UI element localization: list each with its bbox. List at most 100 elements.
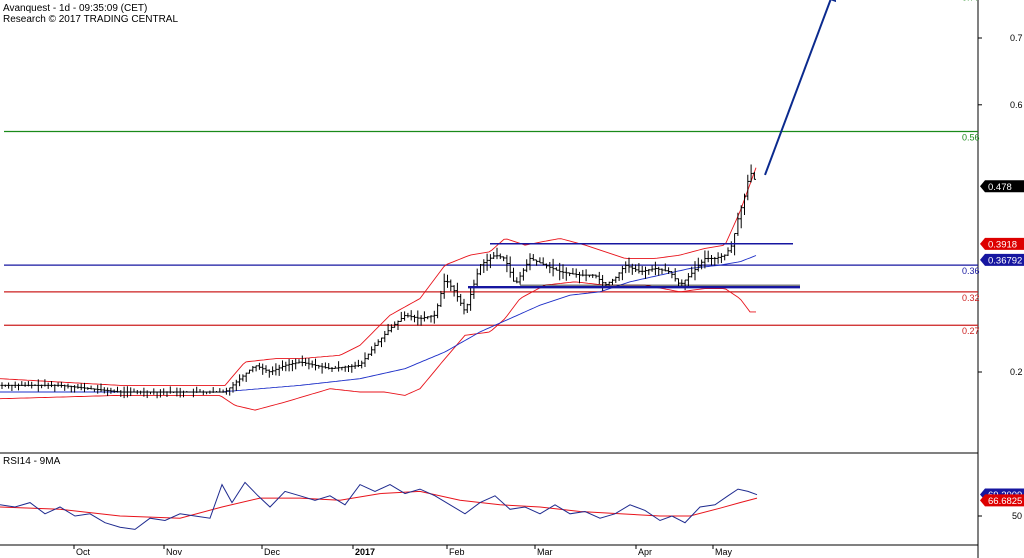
ohlc-bar	[502, 256, 506, 262]
ohlc-bar	[561, 264, 565, 279]
ohlc-bar	[577, 271, 582, 284]
ohlc-bar	[290, 359, 294, 372]
ohlc-bar	[162, 388, 166, 395]
ohlc-bar	[495, 247, 499, 260]
ohlc-bar	[102, 387, 106, 394]
ohlc-bar	[531, 254, 535, 261]
ohlc-bar	[399, 311, 403, 322]
ohlc-bar	[703, 250, 707, 269]
ohlc-bar	[267, 369, 271, 378]
ohlc-bar	[165, 391, 169, 398]
ohlc-bar	[670, 270, 674, 279]
ohlc-bar	[515, 277, 519, 284]
ohlc-bar	[591, 274, 595, 278]
ohlc-bar	[485, 253, 489, 271]
ohlc-bar	[168, 386, 172, 394]
ohlc-bar	[135, 390, 139, 395]
x-tick-label: Apr	[638, 547, 652, 557]
ohlc-bar	[406, 312, 410, 318]
ohlc-bar	[366, 353, 370, 360]
ohlc-bar	[178, 387, 182, 398]
ohlc-bar	[205, 391, 209, 395]
x-tick-label: May	[715, 547, 733, 557]
ohlc-bar	[294, 358, 298, 370]
ohlc-bar	[333, 365, 337, 369]
ohlc-bar	[257, 362, 261, 370]
ohlc-bar	[106, 387, 110, 396]
ohlc-bar	[475, 268, 479, 288]
ohlc-bar	[472, 279, 476, 299]
ohlc-bar	[152, 388, 156, 395]
ohlc-bar	[353, 361, 357, 369]
ohlc-bar	[667, 267, 671, 274]
rsi-y-tick-label: 50	[1012, 511, 1022, 521]
ohlc-bar	[630, 263, 634, 275]
ohlc-bar	[653, 261, 657, 276]
ohlc-bar	[660, 268, 664, 274]
ohlc-bar	[587, 274, 591, 278]
ohlc-bar	[16, 383, 21, 391]
ohlc-bar	[393, 321, 397, 328]
ohlc-bar	[264, 365, 268, 374]
svg-text:66.6825: 66.6825	[988, 496, 1022, 507]
ohlc-bar	[739, 205, 743, 229]
ohlc-bar	[554, 267, 558, 271]
ohlc-bar	[73, 385, 77, 393]
ohlc-bar	[122, 386, 126, 399]
ohlc-bar	[20, 381, 24, 386]
ohlc-bar	[736, 212, 740, 236]
ohlc-bar	[376, 339, 380, 346]
ohlc-bar	[650, 265, 654, 272]
ohlc-bar	[742, 193, 747, 216]
ohlc-bar	[89, 385, 93, 390]
ohlc-bar	[637, 263, 641, 274]
ohlc-bar	[214, 391, 219, 393]
level-label: 0.27	[962, 326, 980, 336]
ohlc-bar	[749, 164, 753, 183]
ohlc-bar	[86, 387, 90, 390]
bollinger-upper-line	[0, 167, 757, 386]
price-value-badge: 0.3918	[980, 237, 1024, 250]
ohlc-bar	[373, 342, 377, 354]
ohlc-bar	[56, 382, 60, 387]
ohlc-bar	[386, 323, 390, 336]
ohlc-bar	[403, 311, 407, 321]
ohlc-bar	[442, 273, 446, 299]
ohlc-bar	[238, 374, 242, 387]
ohlc-bar	[46, 382, 50, 389]
ohlc-bar	[69, 385, 73, 393]
ohlc-bar	[82, 382, 87, 393]
ohlc-bar	[459, 293, 463, 306]
x-tick-label: 2017	[355, 547, 375, 557]
ohlc-bar	[360, 360, 364, 369]
ohlc-bar	[713, 256, 717, 266]
ohlc-bar	[323, 362, 327, 369]
ohlc-bar	[195, 386, 199, 393]
ohlc-bar	[518, 271, 522, 285]
ohlc-bar	[307, 358, 311, 370]
ohlc-bar	[155, 391, 159, 399]
ohlc-bar	[201, 390, 205, 396]
ohlc-bar	[313, 358, 318, 371]
ohlc-bar	[627, 257, 631, 273]
ohlc-bar	[389, 324, 393, 333]
ohlc-bar	[696, 257, 700, 272]
ohlc-bar	[112, 389, 116, 393]
chart-subtitle: Research © 2017 TRADING CENTRAL	[3, 14, 178, 25]
ohlc-bar	[416, 310, 420, 326]
ohlc-bar	[125, 386, 129, 398]
ohlc-bar	[706, 250, 710, 263]
ohlc-bar	[350, 364, 354, 373]
ohlc-bar	[746, 174, 750, 201]
ohlc-bar	[640, 265, 644, 276]
ohlc-bar	[584, 269, 588, 282]
ohlc-bar	[370, 346, 374, 357]
ohlc-bar	[13, 381, 17, 388]
ohlc-bar	[525, 259, 529, 273]
ohlc-bar	[145, 390, 149, 399]
ohlc-bar	[601, 274, 605, 291]
ohlc-bar	[538, 257, 542, 264]
ohlc-bar	[363, 352, 367, 367]
level-label: 0.36	[962, 266, 980, 276]
ohlc-bar	[492, 251, 496, 259]
